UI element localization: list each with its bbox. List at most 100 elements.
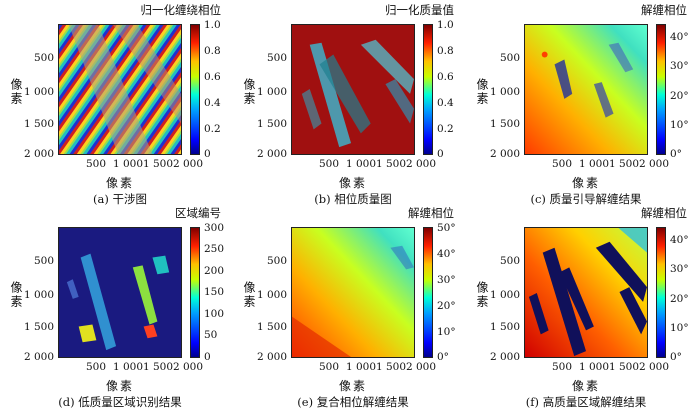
y-axis-label: 像素 bbox=[242, 78, 256, 106]
x-axis-label: 像素 bbox=[338, 379, 368, 393]
x-tick: 500 bbox=[551, 158, 573, 170]
x-tick: 1 000 bbox=[112, 158, 144, 170]
colorbar-tick: 100 bbox=[204, 308, 225, 320]
x-axis-label: 像素 bbox=[105, 176, 135, 190]
x-axis-label: 像素 bbox=[338, 176, 368, 190]
colorbar-tick: 40° bbox=[670, 234, 689, 246]
y-tick: 1 500 bbox=[23, 321, 54, 333]
colorbar-tick: 0.8 bbox=[204, 45, 221, 57]
colorbar-tick: 30° bbox=[670, 60, 689, 72]
x-tick: 2 000 bbox=[638, 158, 670, 170]
colorbar-tick: 0 bbox=[204, 351, 211, 363]
y-tick: 1 500 bbox=[256, 118, 287, 130]
panel-title: 区域编号 bbox=[175, 206, 221, 220]
y-tick: 1 000 bbox=[489, 289, 520, 301]
x-tick: 2 000 bbox=[405, 361, 437, 373]
colorbar-tick: 0.4 bbox=[204, 97, 221, 109]
x-tick: 1 000 bbox=[578, 361, 610, 373]
y-tick: 500 bbox=[266, 52, 287, 64]
panel-title: 归一化缠绕相位 bbox=[140, 3, 222, 17]
y-tick: 2 000 bbox=[489, 351, 520, 363]
colorbar-tick: 150 bbox=[204, 286, 225, 298]
y-tick: 1 500 bbox=[23, 118, 54, 130]
x-tick: 500 bbox=[85, 361, 107, 373]
y-tick: 1 500 bbox=[256, 321, 287, 333]
x-tick: 1 000 bbox=[345, 158, 377, 170]
panel-caption: (d) 低质量区域识别结果 bbox=[58, 395, 182, 409]
x-tick: 1 000 bbox=[578, 158, 610, 170]
colorbar-tick: 0° bbox=[437, 351, 449, 363]
x-tick: 2 000 bbox=[172, 158, 204, 170]
panel-f: 解缠相位 像素 500 1 000 1 500 2 000 500 1 000 … bbox=[466, 203, 699, 409]
x-axis-label: 像素 bbox=[571, 379, 601, 393]
x-tick: 2 000 bbox=[638, 361, 670, 373]
colorbar-tick: 0 bbox=[437, 148, 444, 160]
colorbar-tick: 0 bbox=[204, 148, 211, 160]
y-axis-label: 像素 bbox=[9, 78, 23, 106]
colorbar-tick: 0.6 bbox=[204, 71, 221, 83]
y-tick: 500 bbox=[33, 52, 54, 64]
colorbar-tick: 200 bbox=[204, 265, 225, 277]
y-tick: 2 000 bbox=[256, 148, 287, 160]
colorbar-tick: 40° bbox=[437, 248, 456, 260]
colorbar-tick: 50 bbox=[204, 329, 218, 341]
panel-d: 区域编号 像素 500 1 000 1 500 2 000 500 1 000 … bbox=[0, 203, 233, 409]
colorbar-tick: 10° bbox=[670, 322, 689, 334]
colorbar-tick: 0° bbox=[670, 351, 682, 363]
y-tick: 1 000 bbox=[489, 86, 520, 98]
colorbar-tick: 300 bbox=[204, 222, 225, 234]
panel-title: 解缠相位 bbox=[641, 3, 687, 17]
y-tick: 500 bbox=[33, 255, 54, 267]
y-axis-label: 像素 bbox=[475, 78, 489, 106]
colorbar-tick: 20° bbox=[437, 300, 456, 312]
colorbar-tick: 0.2 bbox=[204, 123, 221, 135]
colorbar-tick: 20° bbox=[670, 293, 689, 305]
x-tick: 1 000 bbox=[345, 361, 377, 373]
colorbar-tick: 10° bbox=[670, 119, 689, 131]
unwrapped-phase-image bbox=[524, 24, 648, 155]
x-tick: 1 500 bbox=[142, 361, 174, 373]
x-tick: 500 bbox=[318, 158, 340, 170]
panel-b: 归一化质量值 像素 500 1 000 1 500 2 000 500 1 00… bbox=[233, 0, 466, 206]
x-tick: 1 500 bbox=[375, 361, 407, 373]
panel-caption: (e) 复合相位解缠结果 bbox=[297, 395, 409, 409]
colorbar-tick: 50° bbox=[437, 222, 456, 234]
x-tick: 1 500 bbox=[608, 361, 640, 373]
y-tick: 1 000 bbox=[23, 289, 54, 301]
y-axis-label: 像素 bbox=[475, 281, 489, 309]
colorbar bbox=[423, 24, 433, 155]
y-axis-label: 像素 bbox=[9, 281, 23, 309]
y-tick: 1 000 bbox=[256, 289, 287, 301]
y-tick: 1 500 bbox=[489, 321, 520, 333]
y-tick: 1 000 bbox=[23, 86, 54, 98]
colorbar-tick: 30° bbox=[670, 263, 689, 275]
panel-caption: (f) 高质量区域解缠结果 bbox=[525, 395, 647, 409]
interferogram-image bbox=[58, 24, 182, 155]
x-tick: 500 bbox=[318, 361, 340, 373]
colorbar-tick: 0.4 bbox=[437, 97, 454, 109]
panel-caption: (b) 相位质量图 bbox=[314, 192, 392, 206]
panel-title: 归一化质量值 bbox=[385, 3, 454, 17]
x-axis-label: 像素 bbox=[105, 379, 135, 393]
panel-caption: (a) 干涉图 bbox=[93, 192, 147, 206]
quality-map-image bbox=[291, 24, 415, 155]
colorbar bbox=[423, 227, 433, 358]
y-tick: 2 000 bbox=[256, 351, 287, 363]
x-tick: 500 bbox=[551, 361, 573, 373]
y-tick: 500 bbox=[499, 255, 520, 267]
colorbar-tick: 30° bbox=[437, 274, 456, 286]
colorbar-tick: 0.6 bbox=[437, 71, 454, 83]
panel-a: 归一化缠绕相位 像素 500 1 000 1 500 2 000 500 1 0… bbox=[0, 0, 233, 206]
panel-c: 解缠相位 像素 500 1 000 1 500 2 000 500 1 000 … bbox=[466, 0, 699, 206]
x-axis-label: 像素 bbox=[571, 176, 601, 190]
x-tick: 500 bbox=[85, 158, 107, 170]
x-tick: 1 500 bbox=[608, 158, 640, 170]
x-tick: 1 000 bbox=[112, 361, 144, 373]
colorbar-tick: 20° bbox=[670, 90, 689, 102]
y-tick: 1 500 bbox=[489, 118, 520, 130]
colorbar bbox=[656, 24, 666, 155]
compound-unwrapped-image bbox=[291, 227, 415, 358]
y-tick: 500 bbox=[266, 255, 287, 267]
colorbar bbox=[190, 227, 200, 358]
y-tick: 2 000 bbox=[489, 148, 520, 160]
